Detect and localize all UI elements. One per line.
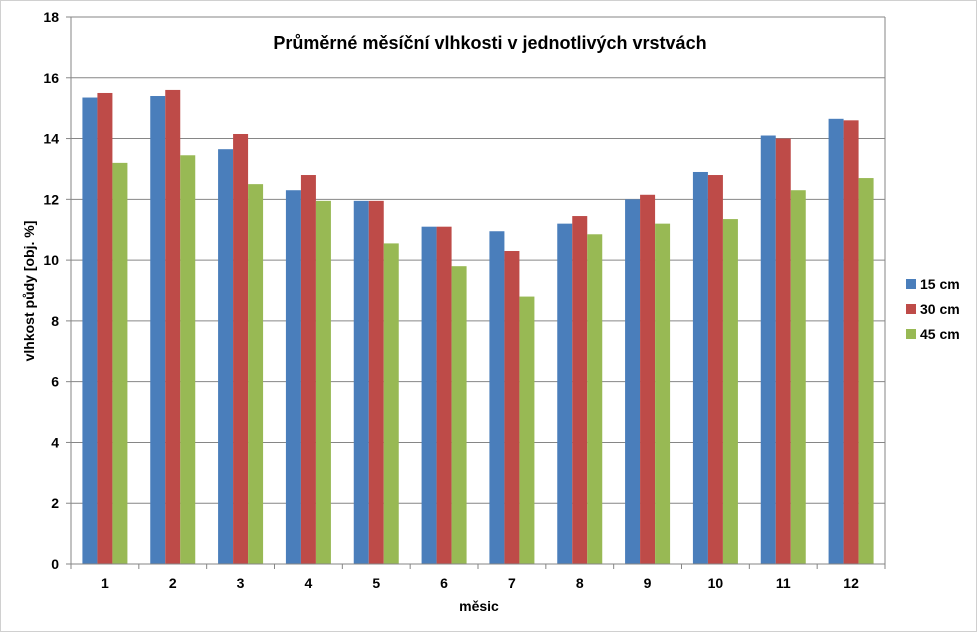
bar-30cm-month-11 (775, 138, 791, 565)
bar-15cm-month-3 (218, 149, 234, 565)
x-tick-label: 6 (440, 575, 448, 591)
bar-15cm-month-5 (353, 200, 369, 564)
bar-15cm-month-11 (760, 135, 776, 564)
bar-15cm-month-8 (557, 223, 573, 564)
legend-swatch-30cm (906, 304, 916, 314)
bar-15cm-month-4 (285, 190, 301, 564)
y-tick-label: 12 (43, 191, 59, 207)
legend: 15 cm 30 cm 45 cm (906, 276, 960, 342)
x-tick-label: 4 (305, 575, 313, 591)
y-tick-label: 10 (43, 252, 59, 268)
bar-45cm-month-5 (383, 243, 399, 564)
x-tick-label: 12 (843, 575, 859, 591)
bar-30cm-month-2 (165, 89, 181, 564)
y-tick-label: 16 (43, 70, 59, 86)
y-tick-label: 8 (51, 313, 59, 329)
x-tick-label: 11 (776, 575, 791, 591)
bar-30cm-month-10 (707, 175, 723, 564)
bar-45cm-month-9 (655, 223, 671, 564)
x-tick-label: 5 (372, 575, 380, 591)
y-tick-label: 18 (43, 9, 59, 25)
legend-label: 45 cm (920, 326, 960, 342)
bar-45cm-month-6 (451, 266, 467, 564)
bar-45cm-month-1 (112, 162, 128, 564)
y-tick-label: 4 (51, 434, 59, 450)
x-tick-label: 2 (169, 575, 177, 591)
legend-label: 30 cm (920, 301, 960, 317)
bar-30cm-month-4 (300, 175, 316, 564)
bar-30cm-month-1 (97, 92, 113, 564)
bar-15cm-month-12 (828, 118, 844, 564)
gridlines (71, 16, 886, 565)
bar-15cm-month-6 (421, 226, 437, 564)
legend-label: 15 cm (920, 276, 960, 292)
y-tick-label: 6 (51, 374, 59, 390)
bar-30cm-month-9 (640, 194, 656, 564)
bar-15cm-month-1 (82, 97, 98, 565)
legend-swatch-15cm (906, 279, 916, 289)
bar-15cm-month-9 (625, 199, 641, 565)
x-tick-label: 1 (101, 575, 109, 591)
bar-30cm-month-6 (436, 226, 452, 564)
bar-45cm-month-2 (180, 155, 196, 564)
x-tick-label: 10 (708, 575, 724, 591)
bar-30cm-month-12 (843, 120, 859, 565)
x-tick-label: 7 (508, 575, 516, 591)
bar-30cm-month-3 (233, 133, 249, 564)
y-tick-label: 0 (51, 556, 59, 572)
legend-swatch-45cm (906, 329, 916, 339)
bar-30cm-month-7 (504, 250, 520, 564)
x-tick-label: 3 (237, 575, 245, 591)
chart-title: Průměrné měsíční vlhkosti v jednotlivých… (273, 33, 706, 53)
x-tick-label: 9 (644, 575, 652, 591)
bar-45cm-month-11 (790, 190, 806, 564)
y-tick-label: 14 (43, 131, 59, 147)
bar-45cm-month-8 (587, 234, 603, 564)
x-tick-label: 8 (576, 575, 584, 591)
bar-15cm-month-10 (692, 171, 708, 564)
bar-15cm-month-7 (489, 231, 505, 564)
bars (82, 89, 874, 565)
bar-15cm-month-2 (150, 96, 166, 564)
y-tick-label: 2 (51, 495, 59, 511)
bar-30cm-month-8 (572, 216, 588, 564)
x-axis-label: měsic (459, 598, 499, 614)
y-axis-label: vlhkost půdy [obj. %] (21, 221, 37, 362)
bar-30cm-month-5 (368, 200, 384, 564)
bar-45cm-month-3 (248, 184, 264, 564)
bar-45cm-month-4 (315, 200, 331, 564)
bar-45cm-month-10 (722, 219, 738, 564)
bar-45cm-month-7 (519, 296, 535, 564)
bar-45cm-month-12 (858, 178, 874, 565)
